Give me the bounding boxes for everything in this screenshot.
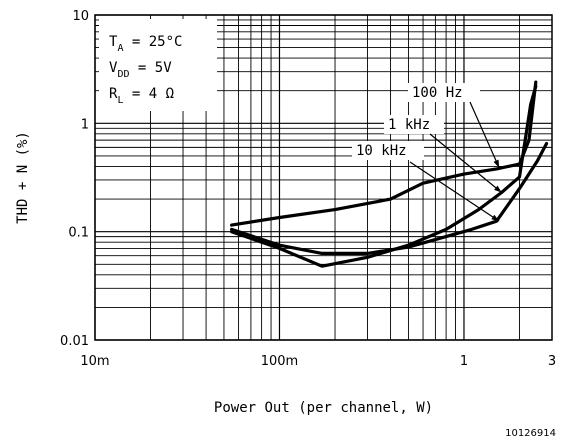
tick-labels: 10m 100m 1 3 10 1 0.1 0.01 (60, 9, 556, 369)
series-line-1 (230, 84, 538, 268)
condition-line: TA = 25°C (109, 34, 182, 54)
series-labels: 100 Hz 1 kHz 10 kHz (352, 83, 503, 222)
x-tick-label: 1 (460, 354, 468, 369)
grid-lines (94, 14, 553, 341)
y-tick-label: 10 (72, 9, 89, 24)
series-label: 1 kHz (388, 117, 430, 133)
conditions-box (99, 19, 217, 111)
series-label-bg (352, 141, 424, 160)
plot-frame (94, 14, 553, 341)
series-label-bg (408, 83, 480, 102)
y-tick-label: 0.01 (60, 334, 89, 349)
series-lines (230, 80, 549, 268)
condition-line: RL = 4 Ω (109, 86, 174, 106)
series-label: 10 kHz (356, 143, 407, 159)
series-label: 100 Hz (412, 85, 463, 101)
y-tick-label: 0.1 (68, 226, 89, 241)
series-leader-line (429, 133, 503, 193)
x-tick-label: 3 (548, 354, 556, 369)
y-axis-label: THD + N (%) (15, 131, 31, 224)
figure-id: 10126914 (505, 428, 556, 439)
arrowhead (491, 214, 500, 222)
arrowhead (493, 159, 500, 168)
arrowhead (494, 185, 502, 193)
y-tick-label: 1 (81, 117, 89, 132)
series-label-bg (384, 115, 444, 134)
series-leader-line (409, 161, 500, 222)
series-leader-line (469, 101, 500, 168)
test-conditions: TA = 25°C VDD = 5V RL = 4 Ω (109, 34, 182, 106)
series-line-2 (230, 142, 549, 255)
x-tick-label: 10m (80, 354, 109, 369)
condition-line: VDD = 5V (109, 60, 172, 80)
x-tick-label: 100m (261, 354, 298, 369)
x-axis-label: Power Out (per channel, W) (214, 400, 433, 416)
